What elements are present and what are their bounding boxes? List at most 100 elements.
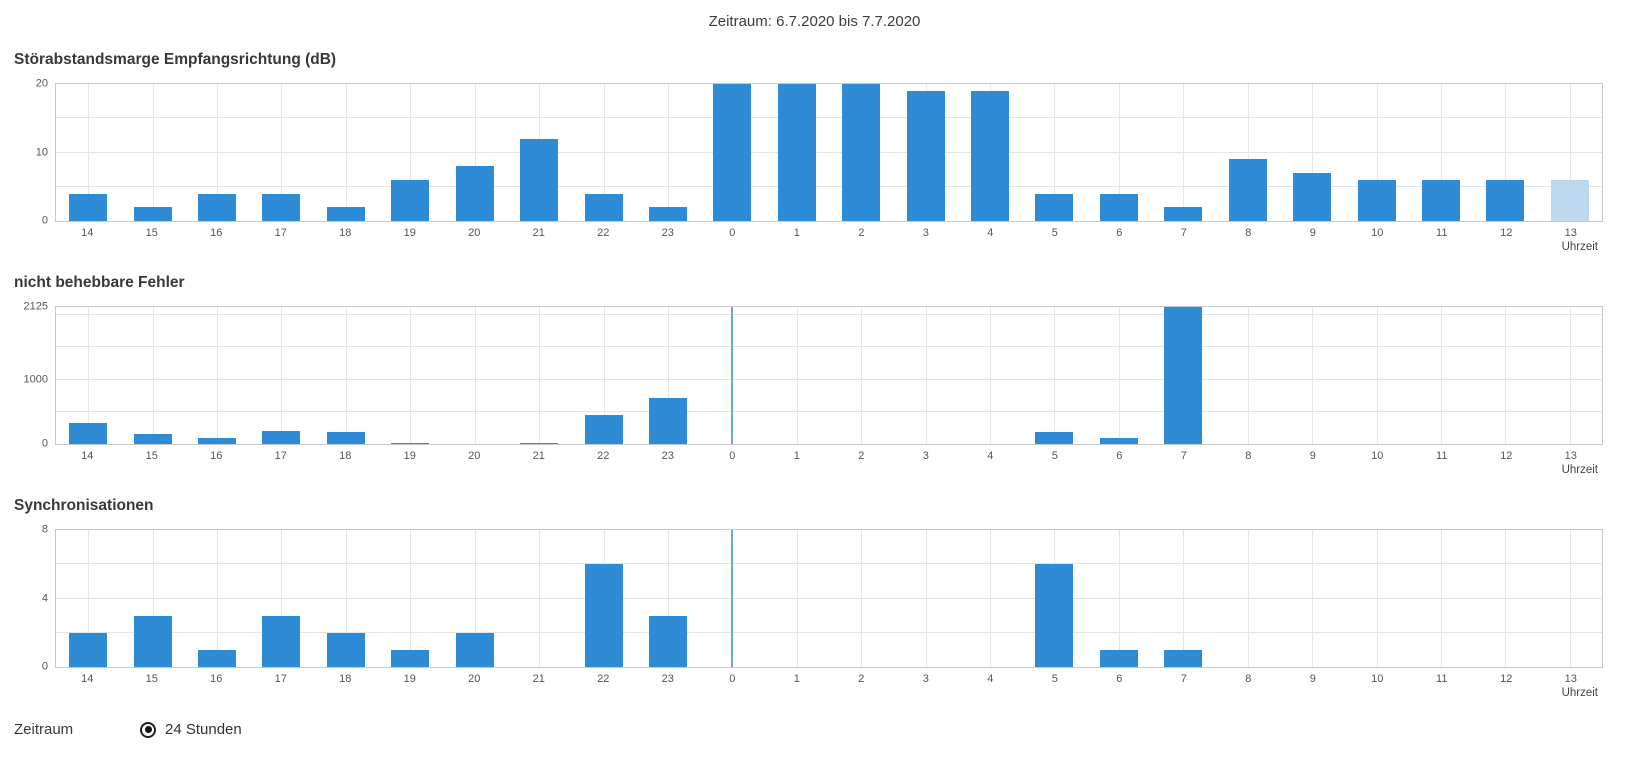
- gridline-vertical: [1505, 307, 1507, 444]
- x-axis-tick-label: 20: [468, 673, 481, 685]
- x-axis-tick-label: 13: [1564, 450, 1577, 462]
- bar-hour-20: [455, 166, 494, 221]
- bar-hour-1: [777, 84, 816, 221]
- x-axis-tick-label: 10: [1371, 227, 1384, 239]
- bar-hour-21: [520, 138, 559, 221]
- x-axis-tick-label: 0: [729, 227, 736, 239]
- gridline-vertical: [1312, 307, 1314, 444]
- x-axis-tick-label: 23: [661, 227, 674, 239]
- gridline-vertical: [1247, 307, 1249, 444]
- radio-option-24-stunden[interactable]: 24 Stunden: [140, 721, 242, 738]
- gridline-vertical: [1118, 307, 1120, 444]
- x-axis-tick-label: 7: [1180, 673, 1187, 685]
- gridline-vertical: [88, 307, 90, 444]
- bar-hour-22: [584, 564, 623, 667]
- x-axis-tick-label: 13: [1564, 227, 1577, 239]
- bar-hour-9: [1293, 173, 1332, 221]
- radio-selected-icon[interactable]: [140, 721, 156, 738]
- x-axis-tick-label: 2: [858, 450, 865, 462]
- gridline-vertical: [990, 530, 992, 667]
- x-axis-tick-label: 21: [532, 450, 545, 462]
- gridline-horizontal: [56, 314, 1602, 316]
- x-axis-tick-label: 4: [987, 227, 994, 239]
- x-axis-unit-label: Uhrzeit: [1561, 687, 1598, 699]
- x-axis-tick-label: 3: [922, 673, 929, 685]
- gridline-vertical: [1440, 530, 1442, 667]
- gridline-vertical: [1376, 307, 1378, 444]
- gridline-vertical: [1376, 530, 1378, 667]
- bar-hour-14: [69, 422, 108, 444]
- zeitraum-controls: Zeitraum 24 Stunden: [14, 721, 1629, 738]
- gridline-vertical: [1569, 307, 1571, 444]
- gridline-vertical: [925, 530, 927, 667]
- bar-hour-18: [326, 432, 365, 444]
- bar-hour-13: [1550, 179, 1589, 221]
- bar-hour-19: [391, 179, 430, 221]
- gridline-horizontal: [56, 563, 1602, 565]
- bar-hour-5: [1035, 432, 1074, 444]
- bar-hour-21: [520, 443, 559, 444]
- gridline-vertical: [88, 530, 90, 667]
- bar-hour-16: [198, 193, 237, 221]
- x-axis-tick-label: 14: [81, 450, 94, 462]
- gridline-vertical: [1569, 530, 1571, 667]
- bar-hour-18: [326, 207, 365, 221]
- x-axis-tick-label: 15: [145, 450, 158, 462]
- bar-hour-16: [198, 649, 237, 667]
- x-axis-tick-label: 2: [858, 227, 865, 239]
- bar-hour-7: [1164, 207, 1203, 221]
- bar-hour-23: [648, 207, 687, 221]
- x-axis-labels: 14 15 16 17 18 19 20 21 22 23 0 1 2 3 4 5 6 7 8 9 10 11 12 13: [55, 450, 1603, 462]
- gridline-vertical: [1505, 530, 1507, 667]
- bar-hour-22: [584, 415, 623, 444]
- x-axis-tick-label: 16: [210, 450, 223, 462]
- x-axis-labels: 14 15 16 17 18 19 20 21 22 23 0 1 2 3 4 5 6 7 8 9 10 11 12 13: [55, 227, 1603, 239]
- x-axis-tick-label: 11: [1436, 673, 1448, 685]
- chart-plot-area-synchronisations: 0 4 8: [42, 524, 1603, 672]
- x-axis-tick-label: 2: [858, 673, 865, 685]
- x-axis-tick-label: 1: [793, 450, 800, 462]
- bar-hour-23: [648, 615, 687, 667]
- x-axis-tick-label: 7: [1180, 450, 1187, 462]
- bar-hour-4: [971, 90, 1010, 221]
- x-axis-tick-label: 17: [274, 227, 287, 239]
- bar-hour-7: [1164, 649, 1203, 667]
- gridline-vertical: [925, 307, 927, 444]
- gridline-vertical: [1118, 84, 1120, 221]
- bar-hour-19: [391, 649, 430, 667]
- chart-plot-area-uncorrectable-errors: 0 1000 2125: [24, 301, 1603, 449]
- x-axis-tick-label: 4: [987, 673, 994, 685]
- bar-hour-20: [455, 632, 494, 667]
- x-axis-tick-label: 21: [532, 227, 545, 239]
- x-axis-tick-label: 0: [729, 673, 736, 685]
- gridline-vertical: [1247, 530, 1249, 667]
- x-axis-tick-label: 16: [210, 673, 223, 685]
- gridline-vertical: [861, 530, 863, 667]
- gridline-vertical: [281, 84, 283, 221]
- bar-hour-6: [1099, 437, 1138, 444]
- x-axis-tick-label: 19: [403, 450, 416, 462]
- bar-hour-19: [391, 443, 430, 444]
- gridline-vertical: [667, 530, 669, 667]
- x-axis-tick-label: 19: [403, 673, 416, 685]
- gridline-vertical: [1054, 307, 1056, 444]
- gridline-horizontal: [56, 346, 1602, 348]
- x-axis-tick-label: 5: [1051, 450, 1058, 462]
- y-axis-tick-label: 0: [41, 660, 48, 673]
- gridline-vertical: [217, 84, 219, 221]
- gridline-vertical: [410, 307, 412, 444]
- chart-section-uncorrectable-errors: nicht behebbare Fehler 0 1000 2125 14 15 16 1…: [0, 273, 1629, 476]
- x-axis-tick-label: 1: [793, 673, 800, 685]
- gridline-vertical: [603, 307, 605, 444]
- bar-hour-7: [1164, 307, 1203, 444]
- x-axis-tick-label: 12: [1500, 227, 1513, 239]
- gridline-vertical: [667, 84, 669, 221]
- x-axis-tick-label: 18: [339, 450, 352, 462]
- x-axis-tick-label: 3: [922, 227, 929, 239]
- gridline-vertical: [152, 307, 154, 444]
- x-axis-tick-label: 0: [729, 450, 736, 462]
- gridline-vertical: [217, 530, 219, 667]
- x-axis-tick-label: 3: [922, 450, 929, 462]
- y-axis-tick-label: 2125: [23, 300, 48, 313]
- gridline-vertical: [345, 84, 347, 221]
